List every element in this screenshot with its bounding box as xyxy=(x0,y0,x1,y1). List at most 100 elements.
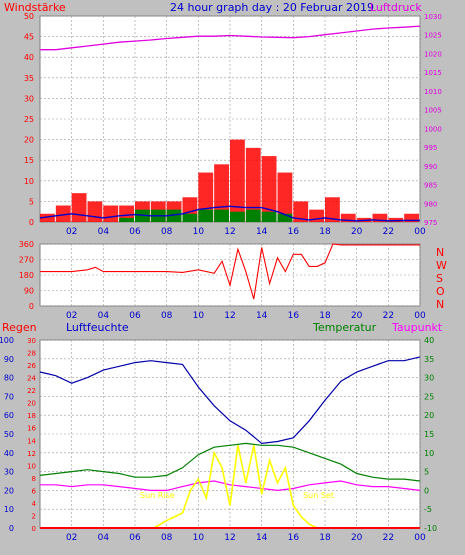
x-tick-label: 22 xyxy=(383,533,394,543)
wind-bar xyxy=(261,156,277,222)
y-tick-label: 20 xyxy=(424,411,434,420)
x-tick-label: 04 xyxy=(98,227,110,237)
x-tick-label: 16 xyxy=(288,227,300,237)
x-tick-label: 20 xyxy=(351,533,363,543)
x-tick-label: 04 xyxy=(98,533,110,543)
chart-title: 24 hour graph day : 20 Februar 2019 xyxy=(170,1,374,14)
y-tick-label: 16 xyxy=(27,425,36,433)
pressure-axis-label: Luftdruck xyxy=(370,1,422,14)
y-tick-label: 30 xyxy=(424,374,434,383)
x-tick-label: 20 xyxy=(351,311,363,321)
y-tick-label: 30 xyxy=(24,94,34,103)
y-tick-label: 20 xyxy=(24,136,34,145)
y-tick-label: 15 xyxy=(424,430,434,439)
y-tick-label: 985 xyxy=(424,182,437,190)
y-tick-label: 25 xyxy=(24,115,34,124)
wind-bar xyxy=(71,193,87,222)
y-tick-label: 10 xyxy=(24,177,34,186)
compass-letter: O xyxy=(436,285,445,298)
x-tick-label: 22 xyxy=(383,311,394,321)
x-tick-label: 10 xyxy=(193,533,205,543)
x-tick-label: 04 xyxy=(98,311,110,321)
wind-bar xyxy=(404,213,419,222)
y-tick-label: 35 xyxy=(424,355,434,364)
y-tick-label: 70 xyxy=(4,392,14,401)
tick-labels: 02 04 06 08 10 12 14 16 18 20 22 000510152025303540… xyxy=(0,12,442,543)
y-tick-label: 10 xyxy=(4,505,14,514)
y-tick-label: 1005 xyxy=(424,107,442,115)
y-tick-label: 0 xyxy=(424,486,429,495)
gust-bar xyxy=(277,213,293,222)
x-tick-label: 06 xyxy=(129,533,141,543)
pressure-line xyxy=(40,25,421,51)
y-tick-label: 35 xyxy=(24,74,34,83)
x-tick-label: 18 xyxy=(319,311,331,321)
y-tick-label: -10 xyxy=(424,524,437,533)
wind-bar xyxy=(103,205,119,222)
chart-marks xyxy=(39,25,421,529)
y-tick-label: 0 xyxy=(29,302,34,311)
mean-wind-line xyxy=(39,205,420,222)
compass-letter: W xyxy=(436,259,447,272)
gust-bar xyxy=(198,209,214,222)
x-tick-label: 06 xyxy=(129,311,141,321)
compass-letter: S xyxy=(436,272,443,285)
y-tick-label: 50 xyxy=(24,12,34,21)
y-tick-label: 2 xyxy=(32,512,36,520)
y-tick-label: 40 xyxy=(4,449,14,458)
temperature-label: Temperatur xyxy=(312,321,377,334)
y-tick-label: 24 xyxy=(27,375,36,383)
wind-bar xyxy=(340,213,356,222)
x-tick-label: 02 xyxy=(66,311,77,321)
x-tick-label: 02 xyxy=(66,533,77,543)
wind-bar xyxy=(40,213,55,222)
x-tick-label: 08 xyxy=(161,311,173,321)
x-tick-label: 12 xyxy=(224,311,235,321)
x-tick-label: 20 xyxy=(351,227,363,237)
y-tick-label: 20 xyxy=(27,400,36,408)
x-tick-label: 10 xyxy=(193,311,205,321)
y-tick-label: 4 xyxy=(32,500,37,508)
y-tick-label: 1000 xyxy=(424,125,442,133)
dewpoint-line xyxy=(40,480,421,492)
y-tick-label: 0 xyxy=(9,524,14,533)
x-tick-label: 22 xyxy=(383,227,394,237)
y-tick-label: 975 xyxy=(424,219,437,227)
x-tick-label: 00 xyxy=(414,311,426,321)
x-tick-label: 10 xyxy=(193,227,205,237)
y-tick-label: 0 xyxy=(32,525,36,533)
y-tick-label: 30 xyxy=(4,468,14,477)
wind-bar xyxy=(230,139,245,222)
x-tick-label: 08 xyxy=(161,227,173,237)
wind-bar xyxy=(87,201,103,222)
rain-label: Regen xyxy=(2,321,37,334)
y-tick-label: 1020 xyxy=(424,50,442,58)
y-tick-label: 10 xyxy=(424,449,434,458)
y-tick-label: 40 xyxy=(24,53,34,62)
sunshine-line xyxy=(153,445,318,529)
dewpoint-label: Taupunkt xyxy=(391,321,443,334)
y-tick-label: 18 xyxy=(27,412,36,420)
y-tick-label: 90 xyxy=(4,355,14,364)
y-tick-label: 80 xyxy=(4,374,14,383)
y-tick-label: 1015 xyxy=(424,69,442,77)
y-tick-label: 0 xyxy=(29,218,34,227)
x-tick-label: 08 xyxy=(161,533,173,543)
y-tick-label: 1010 xyxy=(424,88,442,96)
y-tick-label: 28 xyxy=(27,350,36,358)
wind-direction-line xyxy=(40,243,420,300)
wind-axis-label: Windstärke xyxy=(4,1,66,14)
y-tick-label: 5 xyxy=(29,197,34,206)
y-tick-label: 100 xyxy=(0,336,14,345)
y-tick-label: 45 xyxy=(24,33,34,42)
gust-bar xyxy=(166,209,182,222)
x-tick-label: 18 xyxy=(319,227,331,237)
x-tick-label: 12 xyxy=(224,227,235,237)
y-tick-label: 270 xyxy=(19,256,34,265)
x-tick-label: 16 xyxy=(288,533,300,543)
temperature-line xyxy=(39,442,421,482)
x-tick-label: 14 xyxy=(256,227,268,237)
gust-bar xyxy=(230,211,245,222)
y-tick-label: 360 xyxy=(19,240,34,249)
